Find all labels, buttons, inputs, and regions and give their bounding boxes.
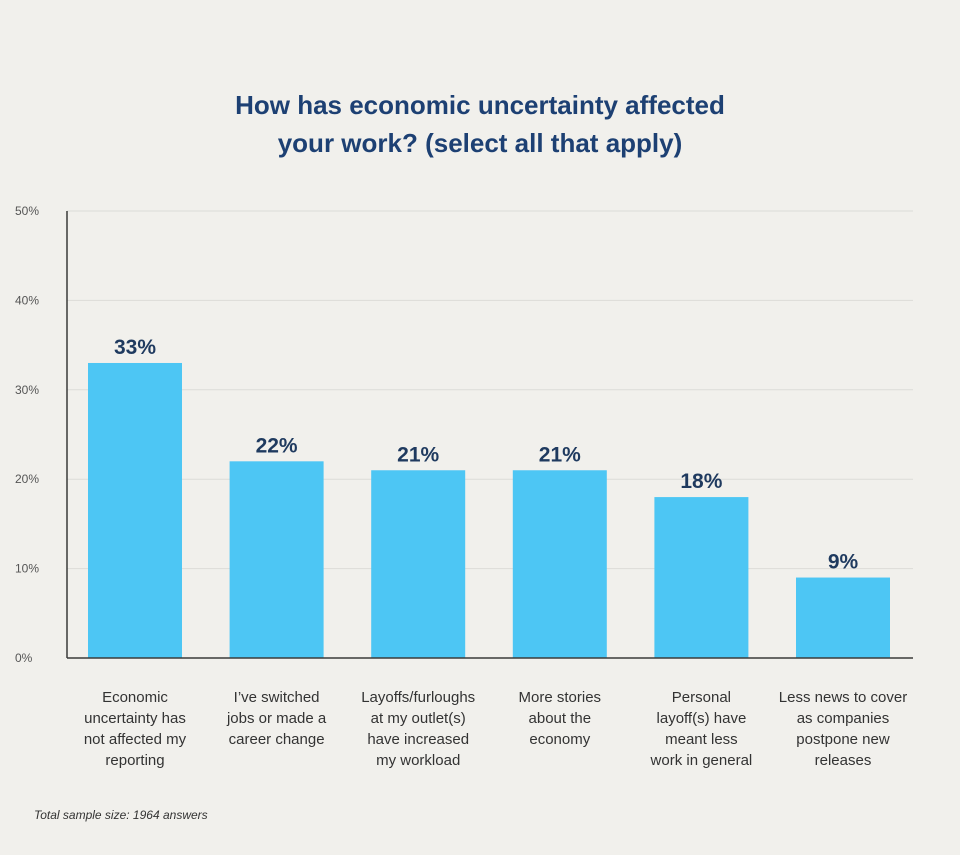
category-label-line: reporting — [105, 752, 164, 769]
category-label-line: More stories — [519, 689, 602, 706]
x-axis-labels: Economic uncertainty has not affected my re… — [84, 689, 907, 769]
y-tick-label: 0% — [15, 651, 33, 665]
value-label: 18% — [680, 470, 722, 493]
chart-title-line-1: How has economic uncertainty affected — [235, 90, 725, 120]
bar — [796, 577, 890, 658]
bar — [654, 497, 749, 658]
bar — [512, 470, 607, 658]
value-label: 33% — [114, 336, 156, 359]
category-label-line: layoff(s) have — [657, 710, 747, 727]
category-label-line: economy — [529, 731, 590, 748]
category-label: I’ve switched jobs or made a career change — [226, 689, 327, 748]
category-label-line: as companies — [797, 710, 890, 727]
category-label: More stories about the economy — [519, 689, 602, 748]
category-label-line: I’ve switched — [234, 689, 320, 706]
category-label-line: jobs or made a — [226, 710, 327, 727]
value-labels: 33% 22% 21% 21% 18% 9% — [114, 336, 859, 574]
y-axis-ticks: 0% 10% 20% 30% 40% 50% — [15, 204, 39, 665]
category-label: Personal layoff(s) have meant less work in … — [650, 689, 753, 769]
category-label-line: at my outlet(s) — [371, 710, 466, 727]
category-label-line: uncertainty has — [84, 710, 186, 727]
category-label-line: Layoffs/furloughs — [361, 689, 475, 706]
sample-size-footnote: Total sample size: 1964 answers — [34, 808, 208, 822]
category-label-line: career change — [229, 731, 325, 748]
category-label-line: postpone new — [796, 731, 890, 748]
bars — [88, 362, 890, 658]
category-label-line: work in general — [650, 752, 753, 769]
category-label-line: about the — [529, 710, 592, 727]
category-label: Less news to cover as companies postpone n… — [779, 689, 907, 769]
category-label-line: meant less — [665, 731, 738, 748]
category-label-line: not affected my — [84, 731, 187, 748]
category-label-line: Less news to cover — [779, 689, 907, 706]
bar — [88, 362, 182, 658]
category-label: Economic uncertainty has not affected my re… — [84, 689, 187, 769]
bar — [229, 461, 324, 658]
value-label: 21% — [397, 443, 439, 466]
value-label: 22% — [256, 434, 298, 457]
bar — [371, 470, 466, 658]
y-tick-label: 50% — [15, 204, 39, 218]
category-label-line: releases — [815, 752, 872, 769]
y-tick-label: 20% — [15, 472, 39, 486]
chart-title: How has economic uncertainty affected yo… — [0, 86, 960, 162]
y-tick-label: 10% — [15, 562, 39, 576]
category-label: Layoffs/furloughs at my outlet(s) have inc… — [361, 689, 475, 769]
category-label-line: Personal — [672, 689, 731, 706]
value-label: 21% — [539, 443, 581, 466]
category-label-line: Economic — [102, 689, 168, 706]
category-label-line: my workload — [376, 752, 460, 769]
chart-title-line-2: your work? (select all that apply) — [277, 128, 683, 158]
y-tick-label: 40% — [15, 293, 39, 307]
category-label-line: have increased — [367, 731, 469, 748]
y-tick-label: 30% — [15, 383, 39, 397]
value-label: 9% — [828, 551, 859, 574]
gridlines — [67, 210, 913, 570]
